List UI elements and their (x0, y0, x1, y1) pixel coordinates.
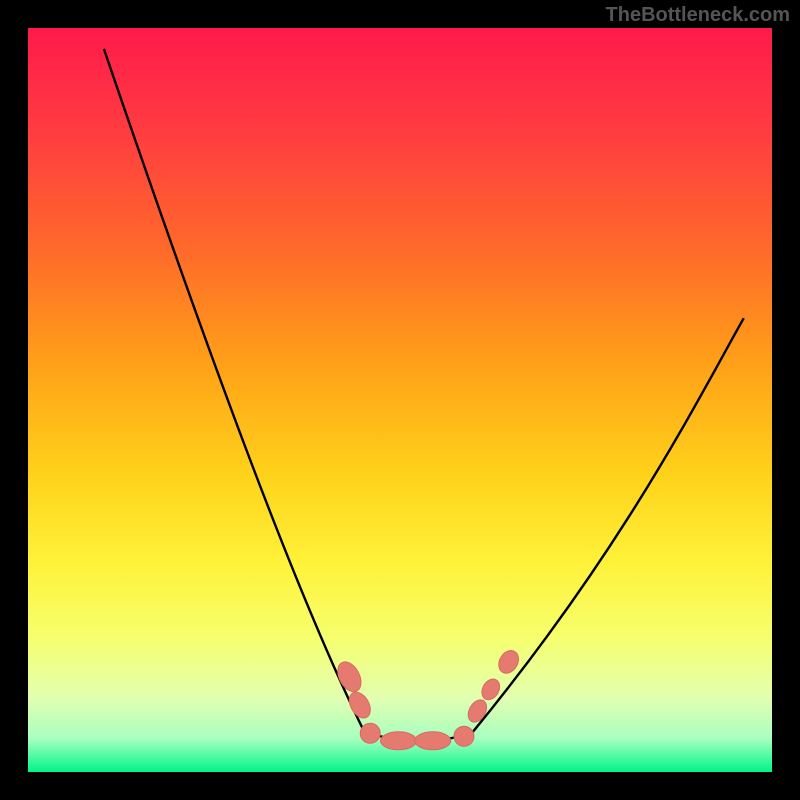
marker-point (454, 726, 474, 746)
watermark-text: TheBottleneck.com (606, 4, 790, 27)
chart-frame: TheBottleneck.com (0, 0, 800, 800)
plot-area (28, 28, 772, 772)
marker-point (415, 732, 451, 750)
marker-point (381, 732, 417, 750)
marker-point (360, 723, 380, 743)
chart-svg (0, 0, 800, 800)
